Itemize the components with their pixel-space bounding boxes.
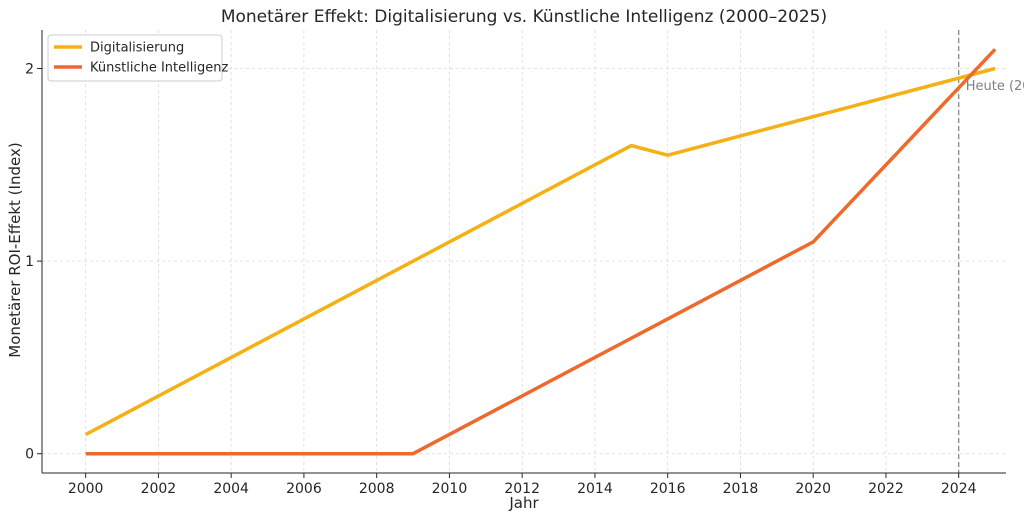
x-tick-label: 2016	[650, 481, 686, 497]
y-axis-title: Monetärer ROI-Effekt (Index)	[6, 142, 24, 357]
x-tick-label: 2006	[286, 481, 322, 497]
ticks: 2000 2002 2004 2006 2008 2010 2012 2014 2016 2018…	[25, 62, 977, 497]
axes	[41, 30, 1006, 474]
legend: Digitalisierung Künstliche Intelligenz	[47, 34, 228, 82]
annotation-layer: Heute (2025)	[958, 30, 1024, 473]
y-tick-label: 0	[25, 447, 34, 463]
legend-label: Digitalisierung	[90, 41, 184, 56]
legend-box	[47, 34, 223, 82]
x-tick-label: 2022	[868, 481, 904, 497]
x-tick-label: 2008	[359, 481, 395, 497]
series-line-digitalisierung	[84, 66, 996, 437]
x-tick-label: 2012	[504, 481, 540, 497]
grid	[42, 30, 1006, 473]
chart-title: Monetärer Effekt: Digitalisierung vs. Kü…	[221, 7, 827, 27]
x-tick-label: 2002	[141, 481, 177, 497]
today-label: Heute (2025)	[966, 79, 1024, 94]
y-tick-label: 2	[25, 62, 34, 78]
x-tick-label: 2010	[432, 481, 468, 497]
series-layer	[84, 48, 997, 456]
x-axis-title: Jahr	[508, 494, 539, 512]
x-tick-label: 2020	[795, 481, 831, 497]
x-tick-label: 2018	[723, 481, 759, 497]
x-tick-label: 2004	[213, 481, 249, 497]
x-tick-label: 2014	[577, 481, 613, 497]
x-tick-label: 2000	[68, 481, 104, 497]
series-line-k-nstliche-intelligenz	[85, 48, 997, 456]
x-tick-label: 2024	[941, 481, 977, 497]
y-tick-label: 1	[25, 254, 34, 270]
legend-label: Künstliche Intelligenz	[90, 61, 228, 76]
